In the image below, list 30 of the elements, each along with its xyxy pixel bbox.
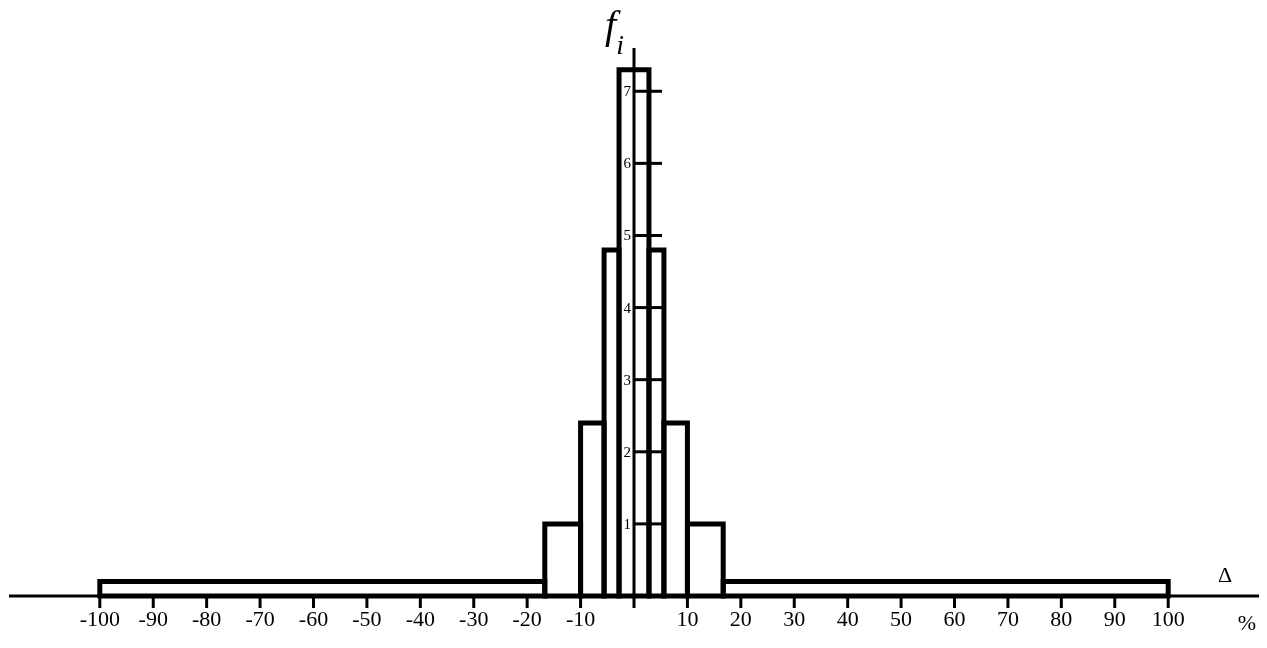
y-tick-label: 3 [623,371,631,388]
x-tick-label: -80 [191,605,222,631]
x-tick-label: -50 [352,605,382,631]
x-tick-label: 80 [1050,605,1073,631]
x-tick-label: 30 [783,605,806,631]
y-axis-title: f$_{i}$ [605,2,624,60]
x-tick-label: 50 [890,605,913,631]
x-tick-label: -100 [79,605,120,631]
x-tick-label: 70 [996,605,1019,631]
x-tick-label: -10 [565,605,596,631]
x-tick-label: -70 [245,605,275,631]
x-tick-label: -60 [298,605,329,631]
x-tick-label: 20 [729,605,752,631]
y-tick-label: 2 [623,443,631,460]
x-tick-label: -90 [138,605,168,631]
x-tick-label: 40 [836,605,859,631]
y-tick-label: 1 [623,515,631,532]
x-tick-label: -30 [459,605,489,631]
x-tick-label: -40 [405,605,435,631]
text: % [1237,610,1257,635]
y-tick-label: 6 [623,155,632,172]
x-tick-label: 90 [1103,605,1126,631]
y-tick-label: 5 [623,227,631,244]
x-tick-label: -20 [512,605,542,631]
x-tick-label: 60 [943,605,966,631]
x-tick-label: 10 [676,605,699,631]
y-tick-label: 7 [623,83,632,100]
y-tick-label: 4 [623,299,632,316]
x-axis-title: Δ [1217,562,1233,587]
x-tick-label: 100 [1151,605,1185,631]
